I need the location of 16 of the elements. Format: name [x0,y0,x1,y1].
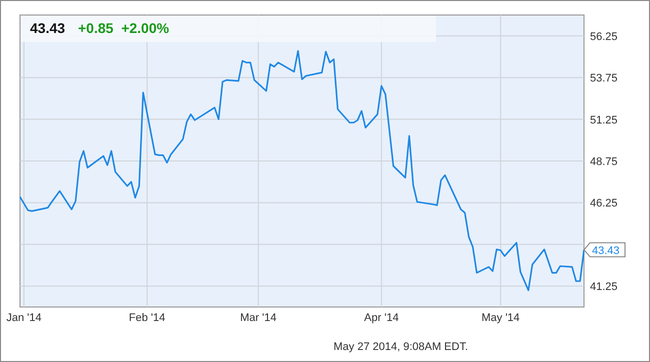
y-tick-label: 51.25 [590,114,618,126]
text: May 27 2014, 9:08AM EDT. [333,341,468,353]
x-tick-label: Apr '14 [364,312,399,324]
chart-title: 43.43 [30,20,66,36]
x-tick-label: Feb '14 [128,312,166,324]
y-tick-label: 48.75 [590,156,618,168]
y-tick-label: 41.25 [590,281,618,294]
y-tick-label: 53.75 [590,72,618,85]
x-tick-label: Mar '14 [240,312,276,324]
x-tick-label: May '14 [482,312,520,324]
line-series [19,50,585,292]
y-tick-label: 56.25 [590,30,618,43]
x-tick-label: Jan '14 [6,312,42,324]
annotation: 43.43 [592,244,620,257]
y-tick-label: 46.25 [590,198,618,210]
chart-subtitle: +0.85 +2.00% [78,20,170,36]
